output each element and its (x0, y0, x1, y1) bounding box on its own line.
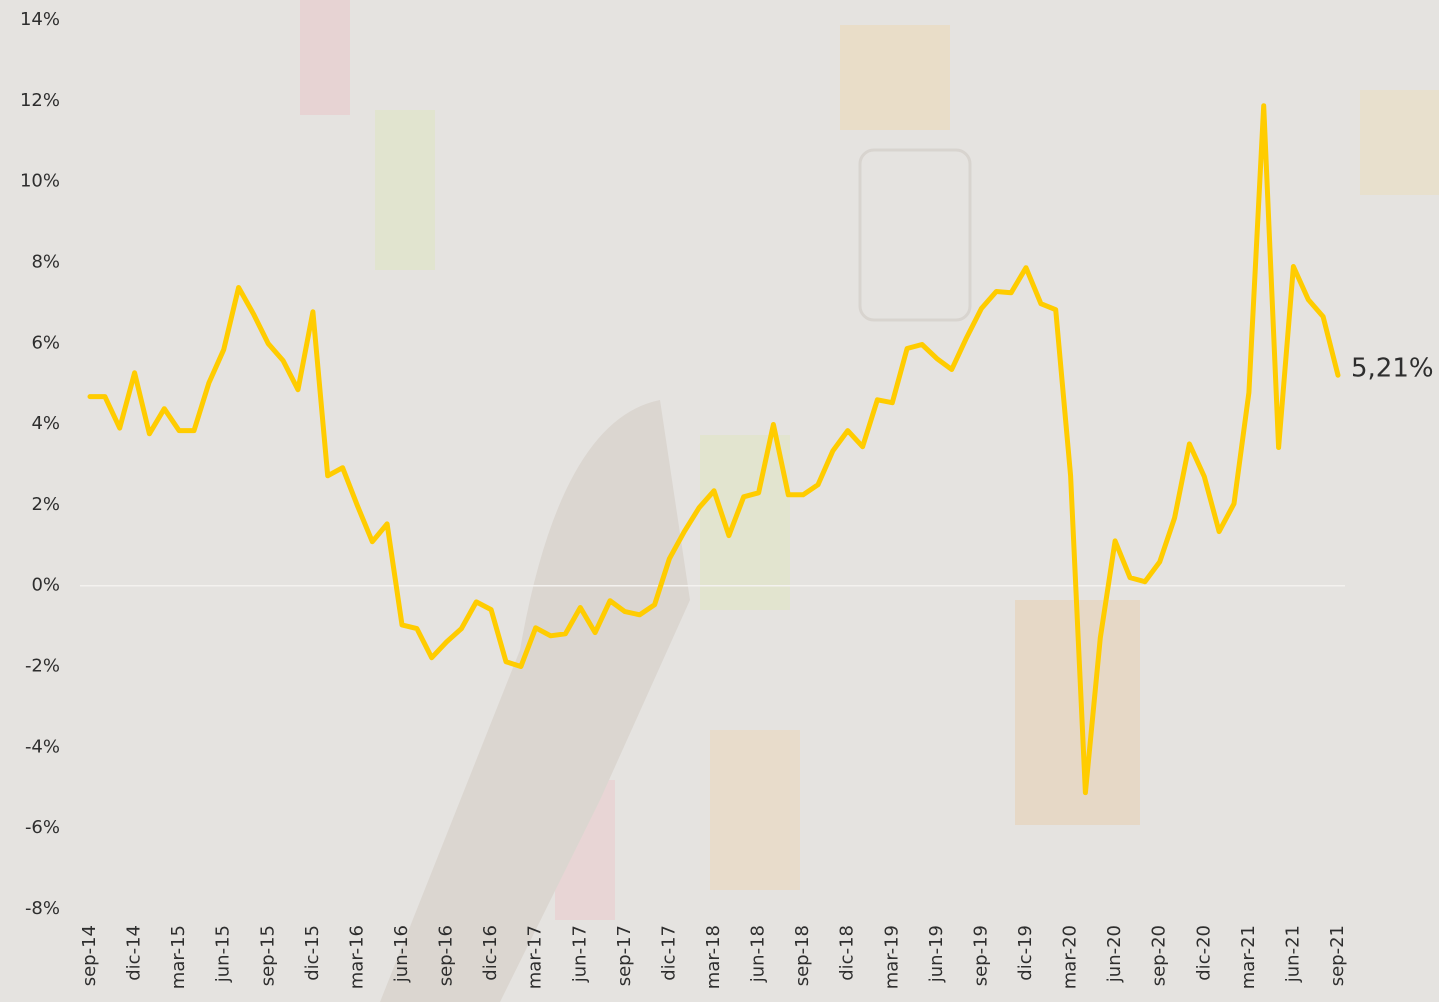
x-tick-label: sep-17 (614, 925, 635, 986)
x-tick-label: mar-15 (168, 925, 189, 989)
x-tick-label: dic-17 (658, 925, 679, 981)
x-tick-label: dic-14 (124, 925, 145, 981)
y-tick-label: -8% (25, 898, 60, 919)
x-tick-label: jun-21 (1282, 925, 1303, 983)
y-tick-label: -2% (25, 656, 60, 677)
sticky-note (375, 110, 435, 270)
x-tick-label: mar-19 (881, 925, 902, 989)
y-tick-label: 8% (31, 251, 60, 272)
sticky-note (840, 25, 950, 130)
drawing (858, 148, 972, 322)
data-line (87, 103, 1341, 796)
x-tick-label: dic-15 (302, 925, 323, 981)
x-tick-label: dic-18 (837, 925, 858, 981)
x-tick-label: sep-16 (436, 925, 457, 986)
x-tick-label: jun-20 (1104, 925, 1125, 983)
x-tick-label: jun-18 (748, 925, 769, 983)
y-tick-label: -6% (25, 817, 60, 838)
y-tick-label: 2% (31, 494, 60, 515)
y-tick-label: 0% (31, 575, 60, 596)
y-tick-label: 12% (20, 90, 60, 111)
x-tick-label: sep-14 (79, 925, 100, 986)
y-tick-label: 14% (20, 9, 60, 30)
x-tick-label: mar-18 (703, 925, 724, 989)
x-tick-label: mar-17 (525, 925, 546, 989)
x-tick-label: dic-19 (1015, 925, 1036, 981)
y-tick-label: 4% (31, 413, 60, 434)
x-tick-label: sep-18 (792, 925, 813, 986)
x-tick-label: sep-20 (1149, 925, 1170, 986)
sticky-note (1360, 90, 1439, 195)
arm-shadow (380, 400, 690, 1002)
x-tick-label: sep-21 (1327, 925, 1348, 986)
y-tick-label: 6% (31, 332, 60, 353)
sticky-note (710, 730, 800, 890)
x-tick-label: jun-16 (391, 925, 412, 983)
sticky-note (300, 0, 350, 115)
y-tick-label: 10% (20, 171, 60, 192)
x-tick-label: dic-16 (480, 925, 501, 981)
x-tick-label: jun-19 (926, 925, 947, 983)
x-tick-label: sep-15 (257, 925, 278, 986)
x-tick-label: mar-16 (346, 925, 367, 989)
x-tick-label: mar-20 (1060, 925, 1081, 989)
y-tick-label: -4% (25, 736, 60, 757)
value-label: 5,21% (1351, 354, 1434, 384)
x-tick-label: jun-17 (569, 925, 590, 983)
x-tick-label: sep-19 (970, 925, 991, 986)
x-tick-label: mar-21 (1238, 925, 1259, 989)
x-tick-label: dic-20 (1193, 925, 1214, 981)
x-tick-label: jun-15 (213, 925, 234, 983)
sticky-note (700, 435, 790, 610)
